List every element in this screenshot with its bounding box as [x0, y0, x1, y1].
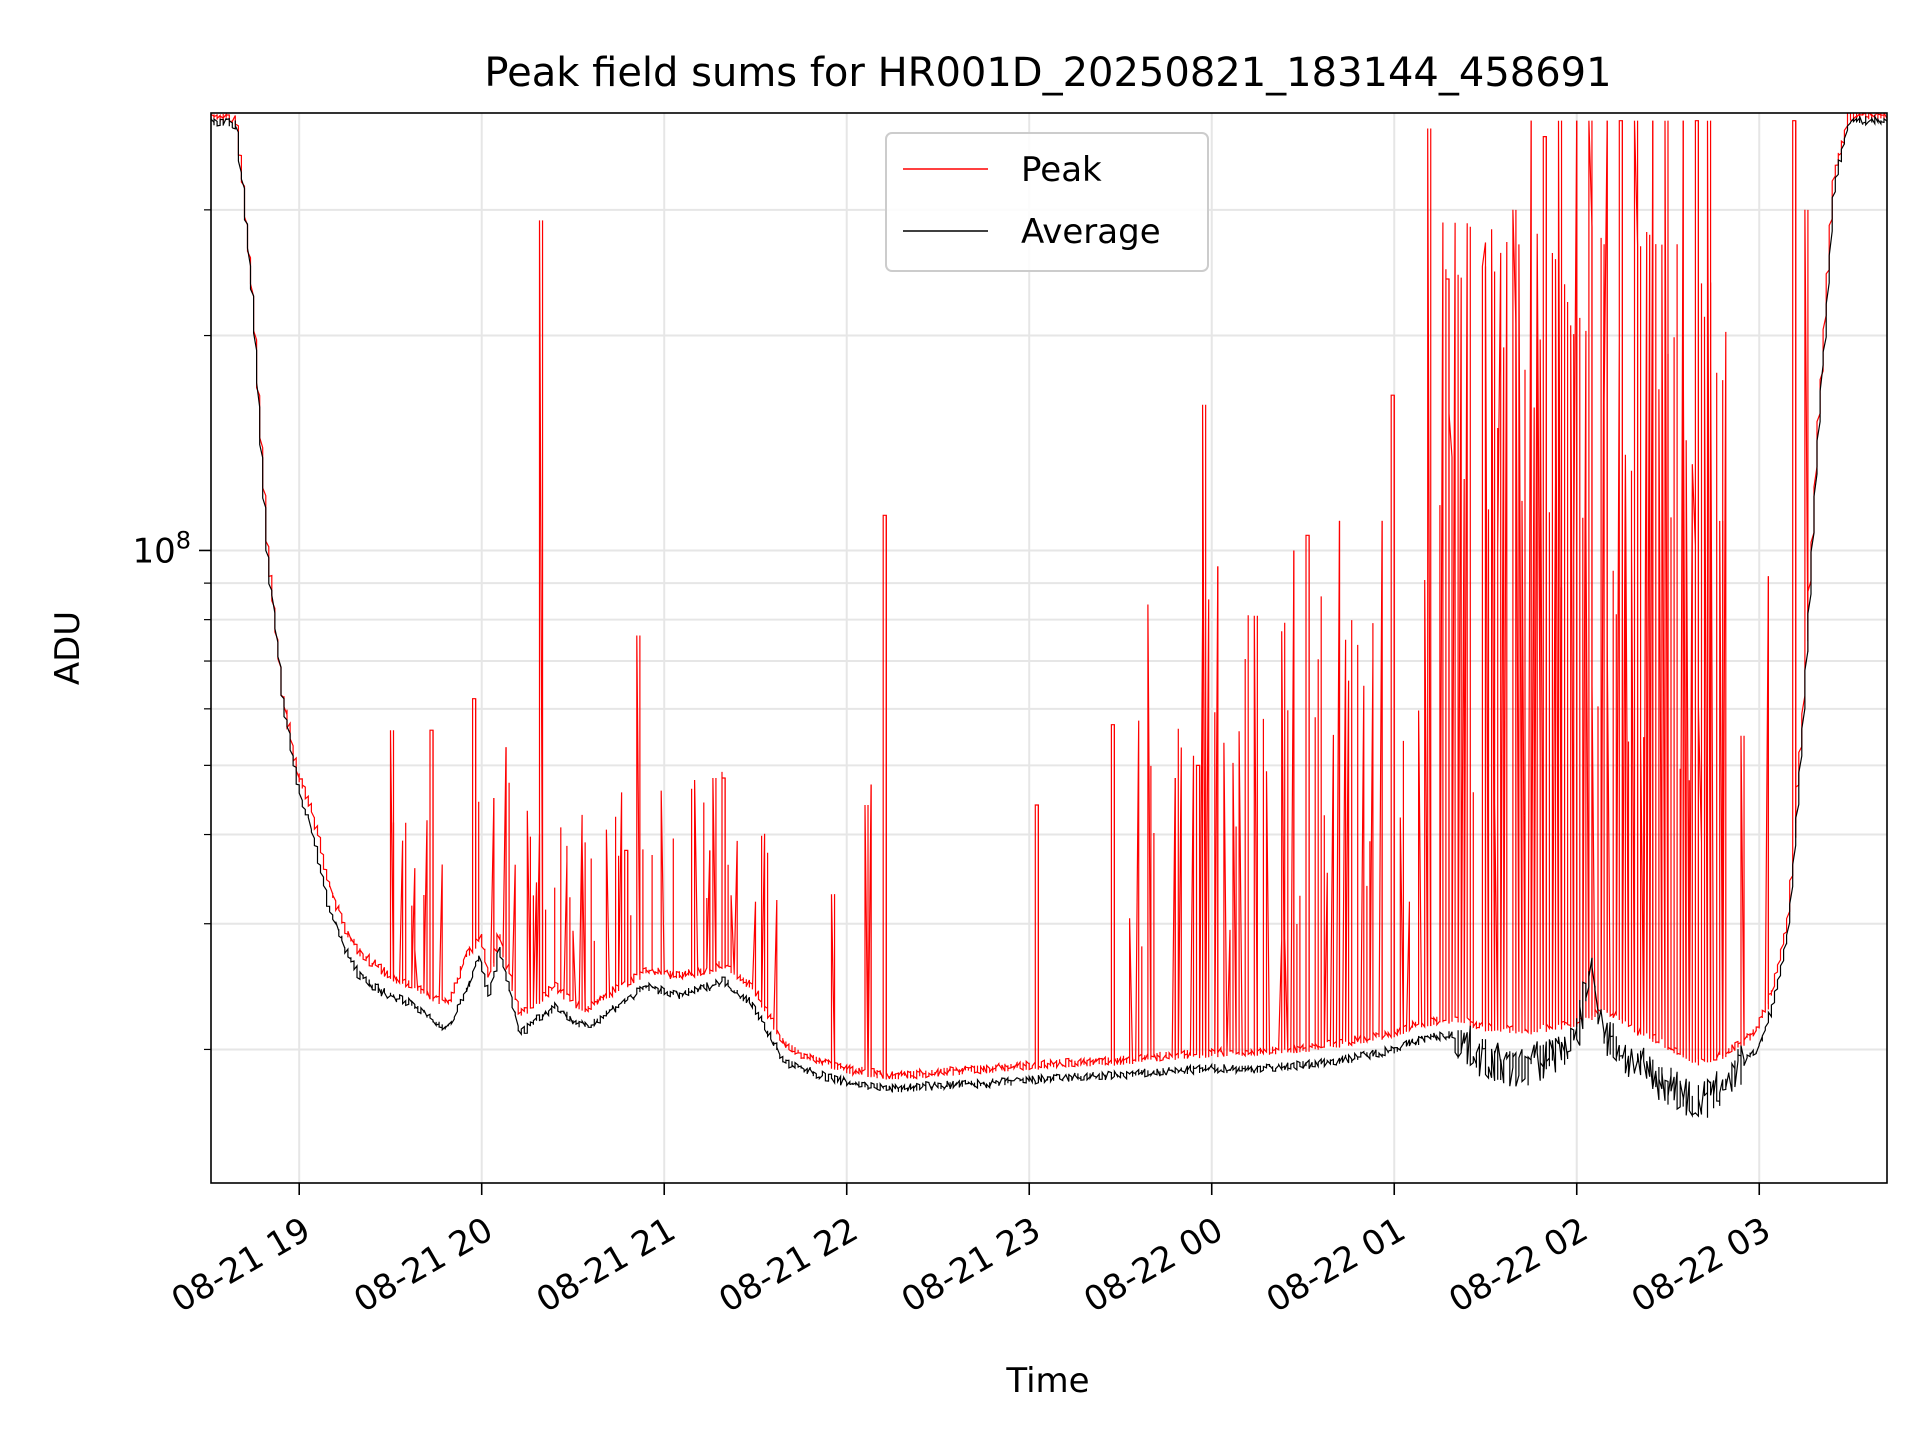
average-series-line [211, 114, 1887, 1118]
legend-peak-label: Peak [1021, 150, 1102, 190]
data-layer [211, 113, 1887, 1118]
y-tick-label: 108 [132, 526, 191, 571]
plot-frame [210, 112, 1888, 1184]
legend: Peak Average [885, 132, 1209, 272]
legend-average-label: Average [1021, 212, 1161, 252]
x-axis-label: Time [1005, 1361, 1089, 1401]
y-axis-label: ADU [48, 611, 88, 685]
chart-title: Peak field sums for HR001D_20250821_1831… [484, 50, 1611, 96]
legend-frame [885, 132, 1209, 272]
